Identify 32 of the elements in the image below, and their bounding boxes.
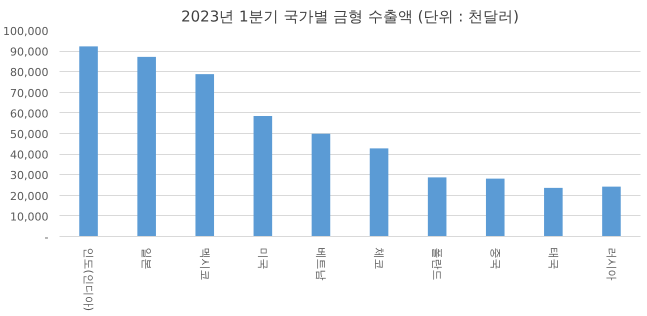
bar bbox=[254, 116, 272, 236]
x-tick-label: 멕시코 bbox=[198, 248, 212, 280]
y-tick-label: 10,000 bbox=[10, 210, 49, 224]
y-tick-label: 20,000 bbox=[10, 190, 49, 203]
x-tick-label: 체코 bbox=[372, 248, 386, 270]
bar bbox=[370, 148, 388, 236]
bar bbox=[195, 74, 214, 236]
y-tick-label: 40,000 bbox=[10, 148, 49, 162]
bar bbox=[137, 56, 156, 236]
y-tick-label: 30,000 bbox=[10, 169, 49, 182]
y-tick-label: 80,000 bbox=[10, 66, 49, 80]
bar bbox=[428, 177, 446, 236]
y-tick-label: 70,000 bbox=[10, 86, 49, 100]
x-tick-label: 러시아 bbox=[604, 248, 618, 280]
x-tick-label: 일본 bbox=[140, 248, 154, 270]
y-tick-label: 100,000 bbox=[3, 25, 49, 38]
y-tick-label: 50,000 bbox=[10, 128, 49, 141]
x-tick-label: 중국 bbox=[488, 248, 502, 270]
x-tick-label: 폴란드 bbox=[430, 248, 444, 280]
x-tick-label: 베트남 bbox=[314, 248, 328, 280]
x-tick-label: 인도(인디아) bbox=[82, 248, 96, 312]
x-tick-label: 미국 bbox=[256, 248, 270, 270]
bar bbox=[79, 46, 98, 236]
y-tick-label: 90,000 bbox=[10, 46, 49, 59]
bar bbox=[312, 134, 330, 236]
x-tick-label: 태국 bbox=[546, 248, 560, 270]
bar bbox=[486, 178, 505, 236]
y-tick-label: - bbox=[44, 231, 49, 244]
bar bbox=[544, 188, 563, 236]
chart-title: 2023년 1분기 국가별 금형 수출액 (단위 : 천달러) bbox=[181, 8, 519, 26]
bar bbox=[602, 186, 621, 236]
y-tick-label: 60,000 bbox=[10, 107, 49, 120]
